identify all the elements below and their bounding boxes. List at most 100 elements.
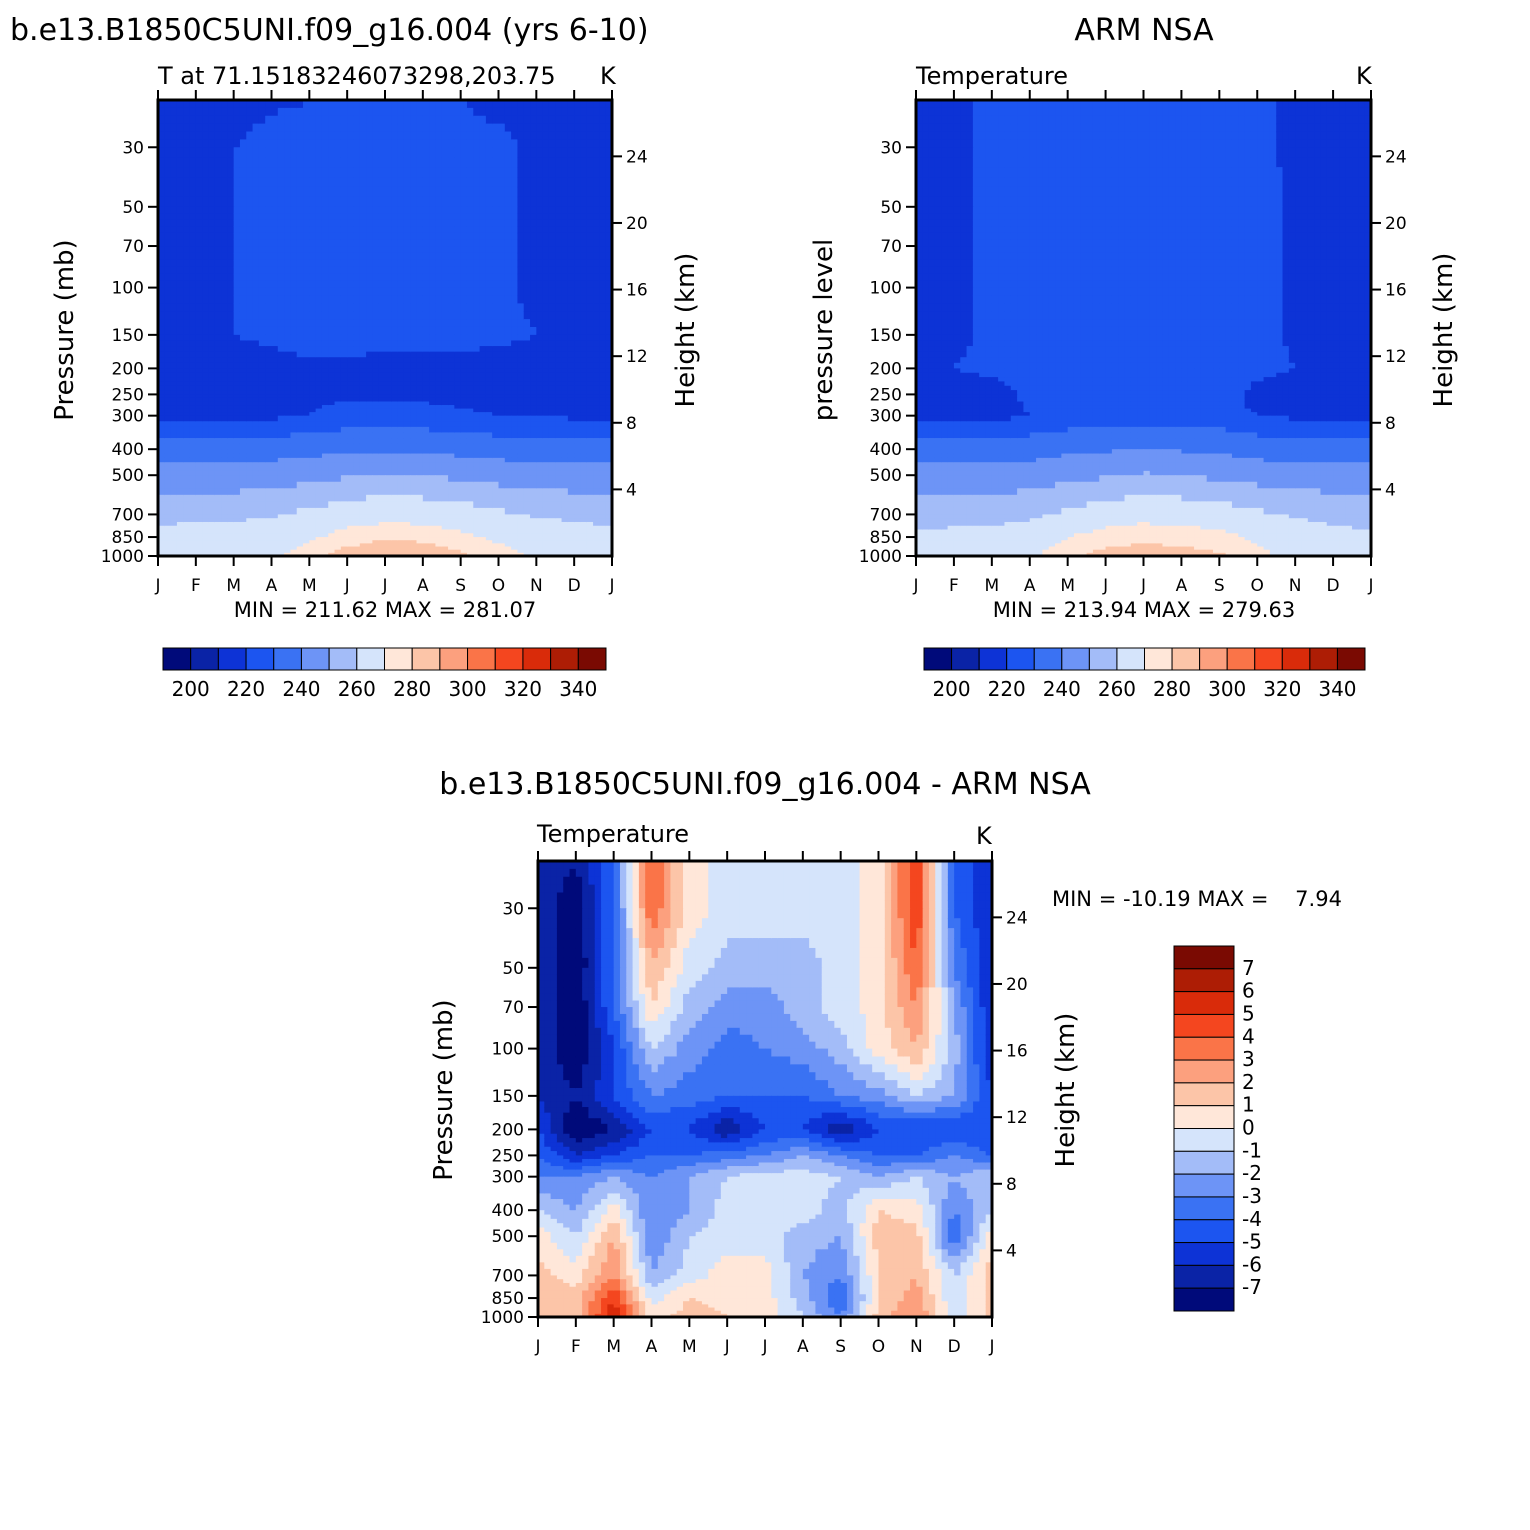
contour-cell bbox=[359, 408, 367, 413]
contour-cell bbox=[334, 426, 342, 434]
contour-cell bbox=[561, 449, 569, 455]
contour-cell bbox=[448, 340, 455, 347]
contour-cell bbox=[403, 397, 411, 403]
contour-cell bbox=[170, 470, 178, 476]
contour-cell bbox=[593, 362, 600, 369]
contour-cell bbox=[315, 131, 323, 140]
contour-cell bbox=[328, 147, 336, 158]
contour-cell bbox=[290, 346, 298, 353]
contour-cell bbox=[258, 167, 266, 178]
contour-cell bbox=[548, 107, 556, 117]
contour-cell bbox=[309, 372, 317, 378]
contour-cell bbox=[309, 252, 317, 261]
contour-cell bbox=[195, 206, 203, 214]
contour-cell bbox=[277, 131, 285, 140]
contour-cell bbox=[492, 488, 500, 496]
contour-cell bbox=[492, 196, 500, 208]
contour-cell bbox=[366, 507, 373, 516]
contour-cell bbox=[555, 334, 563, 342]
contour-cell bbox=[403, 252, 411, 261]
contour-cell bbox=[593, 177, 600, 188]
contour-cell bbox=[466, 167, 474, 178]
contour-cell bbox=[460, 340, 468, 347]
contour-cell bbox=[246, 123, 254, 133]
contour-cell bbox=[574, 412, 582, 417]
contour-cell bbox=[271, 518, 279, 523]
contour-cell bbox=[214, 372, 222, 378]
contour-cell bbox=[385, 529, 392, 534]
contour-cell bbox=[290, 239, 298, 247]
contour-cell bbox=[460, 196, 468, 208]
contour-cell bbox=[561, 246, 569, 254]
contour-cell bbox=[567, 131, 575, 140]
contour-cell bbox=[176, 115, 184, 125]
contour-cell bbox=[530, 488, 537, 496]
contour-cell bbox=[567, 362, 575, 369]
contour-cell bbox=[555, 206, 563, 214]
contour-cell bbox=[334, 421, 342, 428]
contour-cell bbox=[466, 457, 474, 463]
contour-cell bbox=[239, 326, 247, 336]
contour-cell bbox=[183, 357, 191, 364]
contour-cell bbox=[239, 319, 247, 328]
contour-cell bbox=[561, 466, 569, 472]
contour-cell bbox=[176, 466, 184, 472]
contour-cell bbox=[284, 186, 292, 198]
contour-cell bbox=[479, 167, 487, 178]
contour-cell bbox=[441, 443, 449, 450]
contour-cell bbox=[340, 397, 348, 403]
contour-cell bbox=[523, 481, 531, 489]
contour-cell bbox=[498, 426, 506, 434]
contour-cell bbox=[252, 381, 260, 387]
contour-cell bbox=[328, 475, 336, 483]
contour-cell bbox=[460, 259, 468, 268]
contour-cell bbox=[479, 462, 487, 468]
contour-cell bbox=[359, 303, 367, 312]
contour-cell bbox=[258, 100, 266, 109]
contour-cell bbox=[265, 488, 273, 496]
contour-cell bbox=[466, 362, 474, 369]
contour-cell bbox=[422, 346, 430, 353]
contour-cell bbox=[239, 449, 247, 455]
contour-cell bbox=[214, 266, 222, 275]
contour-cell bbox=[378, 246, 386, 254]
contour-cell bbox=[252, 457, 260, 463]
contour-cell bbox=[202, 529, 210, 534]
contour-cell bbox=[378, 401, 386, 406]
contour-cell bbox=[202, 100, 210, 109]
contour-cell bbox=[530, 405, 537, 410]
contour-cell bbox=[334, 213, 342, 221]
contour-cell bbox=[353, 533, 361, 538]
contour-cell bbox=[561, 252, 569, 261]
contour-cell bbox=[202, 280, 210, 289]
contour-cell bbox=[517, 385, 525, 391]
contour-cell bbox=[233, 432, 241, 439]
contour-cell bbox=[340, 351, 348, 358]
contour-cell bbox=[385, 397, 392, 403]
contour-cell bbox=[309, 401, 317, 406]
contour-cell bbox=[454, 408, 462, 413]
contour-cell bbox=[485, 394, 493, 399]
contour-cell bbox=[441, 488, 449, 496]
contour-cell bbox=[517, 443, 525, 450]
contour-cell bbox=[271, 186, 279, 198]
contour-cell bbox=[271, 475, 279, 483]
contour-cell bbox=[542, 372, 550, 378]
contour-cell bbox=[561, 453, 569, 459]
contour-cell bbox=[580, 295, 588, 304]
contour-cell bbox=[485, 470, 493, 476]
contour-cell bbox=[479, 131, 487, 140]
contour-cell bbox=[580, 213, 588, 221]
contour-cell bbox=[574, 470, 582, 476]
contour-cell bbox=[334, 405, 342, 410]
contour-cell bbox=[214, 415, 222, 422]
contour-cell bbox=[536, 196, 544, 208]
contour-cell bbox=[593, 131, 600, 140]
contour-cell bbox=[372, 466, 380, 472]
contour-cell bbox=[548, 346, 556, 353]
contour-cell bbox=[347, 401, 355, 406]
contour-cell bbox=[233, 426, 241, 434]
contour-cell bbox=[271, 177, 279, 188]
contour-cell bbox=[202, 377, 210, 383]
contour-cell bbox=[164, 357, 172, 364]
